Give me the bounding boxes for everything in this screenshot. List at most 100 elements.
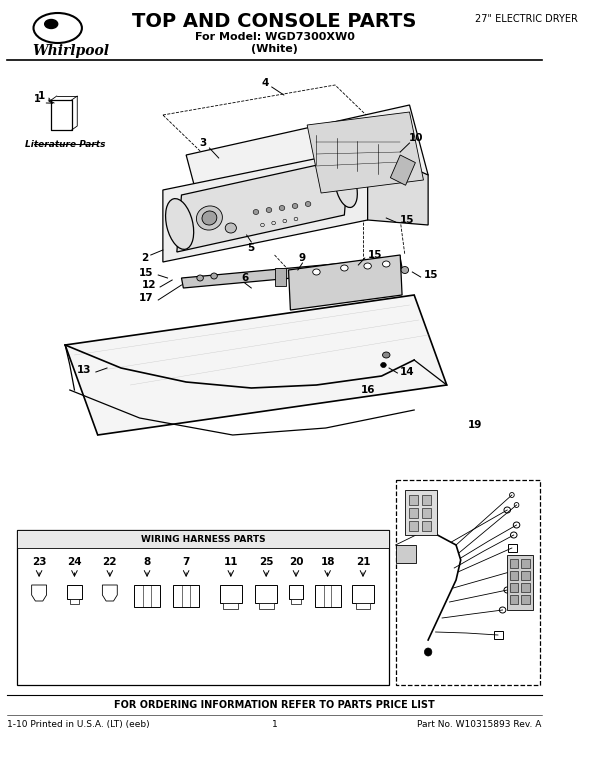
Polygon shape bbox=[186, 105, 428, 225]
Bar bbox=[508, 544, 517, 552]
Polygon shape bbox=[368, 148, 428, 225]
Text: Whirlpool: Whirlpool bbox=[32, 44, 110, 58]
Text: 16: 16 bbox=[360, 385, 375, 395]
Polygon shape bbox=[163, 148, 368, 262]
Text: 3: 3 bbox=[199, 138, 206, 148]
Ellipse shape bbox=[305, 201, 311, 207]
Bar bbox=[422, 495, 431, 505]
Bar bbox=[409, 521, 418, 531]
Ellipse shape bbox=[211, 273, 217, 279]
Bar bbox=[314, 585, 340, 607]
Text: 1-10 Printed in U.S.A. (LT) (eeb): 1-10 Printed in U.S.A. (LT) (eeb) bbox=[8, 720, 150, 729]
Ellipse shape bbox=[313, 269, 320, 275]
Bar bbox=[255, 585, 277, 603]
Text: (White): (White) bbox=[251, 44, 298, 54]
Bar bbox=[17, 530, 389, 548]
Bar bbox=[513, 566, 521, 574]
Text: FOR ORDERING INFORMATION REFER TO PARTS PRICE LIST: FOR ORDERING INFORMATION REFER TO PARTS … bbox=[114, 700, 435, 710]
Ellipse shape bbox=[382, 352, 390, 358]
Ellipse shape bbox=[335, 166, 358, 208]
Bar bbox=[510, 571, 519, 580]
Bar bbox=[507, 555, 533, 610]
Ellipse shape bbox=[340, 265, 348, 271]
Text: 12: 12 bbox=[142, 280, 156, 290]
Bar bbox=[521, 583, 530, 592]
Bar bbox=[289, 585, 303, 599]
Bar bbox=[395, 545, 416, 563]
Bar bbox=[274, 268, 286, 286]
Text: 20: 20 bbox=[289, 557, 303, 567]
Ellipse shape bbox=[166, 198, 194, 250]
Bar bbox=[17, 530, 389, 685]
Polygon shape bbox=[65, 295, 447, 435]
Polygon shape bbox=[32, 585, 47, 601]
Bar bbox=[510, 583, 519, 592]
Polygon shape bbox=[307, 112, 424, 193]
Bar bbox=[224, 603, 238, 609]
Text: 19: 19 bbox=[467, 420, 482, 430]
Text: 27" ELECTRIC DRYER: 27" ELECTRIC DRYER bbox=[475, 14, 578, 24]
Ellipse shape bbox=[45, 20, 58, 28]
Bar bbox=[356, 603, 371, 609]
Bar bbox=[173, 585, 199, 607]
Text: Part No. W10315893 Rev. A: Part No. W10315893 Rev. A bbox=[417, 720, 542, 729]
Text: 15: 15 bbox=[400, 215, 415, 225]
Text: 17: 17 bbox=[139, 293, 153, 303]
Text: TOP AND CONSOLE PARTS: TOP AND CONSOLE PARTS bbox=[132, 12, 417, 31]
Text: 10: 10 bbox=[409, 133, 423, 143]
Text: 15: 15 bbox=[139, 268, 153, 278]
Text: 11: 11 bbox=[224, 557, 238, 567]
Ellipse shape bbox=[197, 275, 204, 281]
Bar bbox=[409, 508, 418, 518]
Ellipse shape bbox=[225, 223, 237, 233]
Ellipse shape bbox=[196, 206, 222, 230]
Text: 1: 1 bbox=[34, 94, 41, 104]
Bar bbox=[521, 571, 530, 580]
Ellipse shape bbox=[401, 266, 409, 273]
Ellipse shape bbox=[279, 205, 285, 211]
Bar bbox=[391, 155, 415, 185]
Bar bbox=[521, 559, 530, 568]
Ellipse shape bbox=[424, 648, 432, 656]
Text: 6: 6 bbox=[241, 273, 248, 283]
Bar bbox=[422, 508, 431, 518]
Bar bbox=[422, 521, 431, 531]
Bar bbox=[405, 490, 437, 535]
Bar bbox=[259, 603, 274, 609]
Text: 13: 13 bbox=[77, 365, 91, 375]
Text: 15: 15 bbox=[424, 270, 438, 280]
Bar bbox=[134, 585, 160, 607]
Bar bbox=[291, 599, 301, 604]
Text: 4: 4 bbox=[261, 78, 269, 88]
Text: 1: 1 bbox=[37, 91, 45, 101]
Text: 2: 2 bbox=[140, 253, 148, 263]
Bar bbox=[219, 585, 242, 603]
Text: 22: 22 bbox=[103, 557, 117, 567]
Bar bbox=[409, 495, 418, 505]
Text: 23: 23 bbox=[32, 557, 47, 567]
Polygon shape bbox=[103, 585, 117, 601]
Text: Literature Parts: Literature Parts bbox=[25, 140, 106, 149]
Text: 25: 25 bbox=[259, 557, 273, 567]
Text: 15: 15 bbox=[368, 250, 382, 260]
Text: 24: 24 bbox=[67, 557, 82, 567]
Text: 14: 14 bbox=[400, 367, 415, 377]
Polygon shape bbox=[289, 255, 402, 310]
Text: 8: 8 bbox=[143, 557, 150, 567]
Text: 9: 9 bbox=[299, 253, 306, 263]
Ellipse shape bbox=[253, 210, 259, 214]
Bar bbox=[510, 595, 519, 604]
Bar bbox=[352, 585, 374, 603]
Ellipse shape bbox=[381, 362, 386, 368]
Bar bbox=[395, 480, 540, 685]
Text: 7: 7 bbox=[182, 557, 190, 567]
Bar bbox=[510, 559, 519, 568]
Bar bbox=[521, 595, 530, 604]
Bar bbox=[70, 599, 79, 604]
Text: 5: 5 bbox=[248, 243, 255, 253]
Ellipse shape bbox=[292, 204, 298, 208]
Text: 21: 21 bbox=[356, 557, 371, 567]
Text: WIRING HARNESS PARTS: WIRING HARNESS PARTS bbox=[140, 535, 266, 543]
Bar bbox=[494, 631, 503, 639]
Text: 1: 1 bbox=[271, 720, 277, 729]
